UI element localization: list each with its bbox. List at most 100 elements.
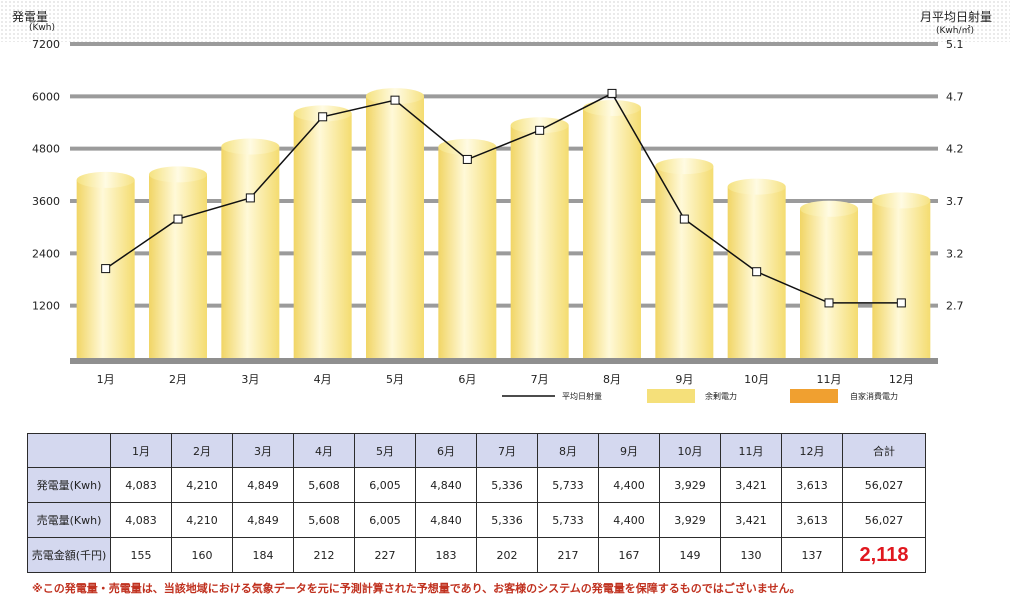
table-cell: 3,613 xyxy=(781,502,843,538)
right-tick-label: 3.2 xyxy=(946,247,964,260)
table-cell: 6,005 xyxy=(354,502,416,538)
bar xyxy=(655,166,714,358)
left-tick-label: 1200 xyxy=(32,300,60,313)
axis-labels: 7200 5.1 6000 4.7 4800 4.2 3600 3.7 2400 3.2 1200 2… xyxy=(32,38,964,386)
irradiance-line xyxy=(101,88,906,308)
table-cell: 6,005 xyxy=(354,467,416,503)
table-row: 売電量(Kwh) 4,083 4,210 4,849 5,608 6,005 4,840 5,… xyxy=(27,502,926,538)
left-axis-title: 発電量 xyxy=(12,10,49,24)
table-cell: 3,613 xyxy=(781,467,843,503)
table-cell: 5,336 xyxy=(476,467,538,503)
table-row: 売電金額(千円) 155 160 184 212 227 183 202 217 167 149 13… xyxy=(27,537,926,573)
table-row: 発電量(Kwh) 4,083 4,210 4,849 5,608 6,005 4,840 5,… xyxy=(27,467,926,503)
chart-baseline xyxy=(70,358,938,364)
x-tick-label: 5月 xyxy=(386,373,404,386)
table-row-label: 発電量(Kwh) xyxy=(27,467,111,503)
table-cell: 227 xyxy=(354,537,416,573)
table-header-month: 2月 xyxy=(171,433,233,468)
bar-top xyxy=(583,99,641,116)
irradiance-point xyxy=(462,154,472,164)
table-header-month: 10月 xyxy=(659,433,721,468)
irradiance-point xyxy=(752,267,762,277)
table-cell: 4,210 xyxy=(171,502,233,538)
right-axis-unit: (Kwh/㎡) xyxy=(936,26,975,36)
table-header-total: 合計 xyxy=(842,433,926,468)
right-tick-label: 3.7 xyxy=(946,195,964,208)
bar-top xyxy=(727,178,786,195)
table-cell: 5,733 xyxy=(537,502,599,538)
table-total-cell: 56,027 xyxy=(842,502,926,538)
table-corner-cell xyxy=(27,433,111,468)
chart-canvas: 7200 5.1 6000 4.7 4800 4.2 3600 3.7 2400 3.2 1200 2… xyxy=(32,38,964,403)
bar xyxy=(149,174,207,358)
table-header-month: 7月 xyxy=(476,433,538,468)
bar-top xyxy=(438,138,497,155)
table-cell: 212 xyxy=(293,537,355,573)
x-tick-label: 9月 xyxy=(675,373,693,386)
bar-top xyxy=(76,171,135,188)
table-cell: 4,840 xyxy=(415,467,477,503)
irradiance-point xyxy=(173,214,183,224)
summary-table: 1月 2月 3月 4月 5月 6月 7月 8月 9月 10月 11月 12月 合計 発電量(Kwh) 4,… xyxy=(27,433,926,573)
x-tick-label: 11月 xyxy=(817,373,842,386)
irradiance-point xyxy=(535,125,545,135)
table-cell: 4,840 xyxy=(415,502,477,538)
irradiance-point xyxy=(318,112,328,122)
x-tick-label: 10月 xyxy=(744,373,769,386)
left-tick-label: 3600 xyxy=(32,195,60,208)
bar xyxy=(800,208,858,358)
bar-top xyxy=(510,117,569,134)
left-axis-unit: (Kwh) xyxy=(29,23,55,33)
legend: 平均日射量 余剰電力 自家消費電力 xyxy=(502,389,898,403)
table-header-month: 1月 xyxy=(110,433,172,468)
left-tick-label: 2400 xyxy=(32,247,60,260)
table-cell: 5,608 xyxy=(293,467,355,503)
table-row-label: 売電金額(千円) xyxy=(27,537,111,573)
table-cell: 3,929 xyxy=(659,502,721,538)
table-header-month: 6月 xyxy=(415,433,477,468)
left-tick-label: 4800 xyxy=(32,143,60,156)
irradiance-point xyxy=(896,298,906,308)
right-tick-label: 5.1 xyxy=(946,38,964,51)
table-total-cell: 56,027 xyxy=(842,467,926,503)
table-cell: 137 xyxy=(781,537,843,573)
irradiance-point xyxy=(679,214,689,224)
table-total-cell: 2,118 xyxy=(842,537,926,573)
bar xyxy=(510,125,569,359)
irradiance-point xyxy=(824,298,834,308)
table-cell: 3,421 xyxy=(720,502,782,538)
legend-swatch xyxy=(790,389,838,403)
x-tick-label: 2月 xyxy=(169,373,187,386)
table-cell: 155 xyxy=(110,537,172,573)
legend-swatch xyxy=(647,389,695,403)
x-tick-label: 4月 xyxy=(314,373,332,386)
table-header-month: 4月 xyxy=(293,433,355,468)
bar xyxy=(221,146,280,358)
table-cell: 4,083 xyxy=(110,467,172,503)
table-cell: 4,083 xyxy=(110,502,172,538)
bar xyxy=(583,107,641,358)
table-cell: 4,849 xyxy=(232,502,294,538)
highlighted-total: 2,118 xyxy=(859,543,909,566)
legend-label: 自家消費電力 xyxy=(850,391,898,401)
table-cell: 130 xyxy=(720,537,782,573)
irradiance-point xyxy=(245,193,255,203)
table-header-month: 5月 xyxy=(354,433,416,468)
bar xyxy=(438,146,497,358)
left-tick-label: 6000 xyxy=(32,90,60,103)
right-tick-label: 4.7 xyxy=(946,90,964,103)
bar xyxy=(293,113,352,358)
table-cell: 5,608 xyxy=(293,502,355,538)
x-tick-label: 8月 xyxy=(603,373,621,386)
irradiance-point xyxy=(101,264,111,274)
disclaimer-note: ※この発電量・売電量は、当該地域における気象データを元に予測計算された予想量であ… xyxy=(32,582,801,595)
legend-label: 平均日射量 xyxy=(562,391,602,401)
x-tick-label: 12月 xyxy=(889,373,914,386)
table-header-month: 12月 xyxy=(781,433,843,468)
table-cell: 4,400 xyxy=(598,502,660,538)
table-cell: 184 xyxy=(232,537,294,573)
table-cell: 202 xyxy=(476,537,538,573)
table-cell: 217 xyxy=(537,537,599,573)
right-tick-label: 2.7 xyxy=(946,300,964,313)
table-header-month: 3月 xyxy=(232,433,294,468)
